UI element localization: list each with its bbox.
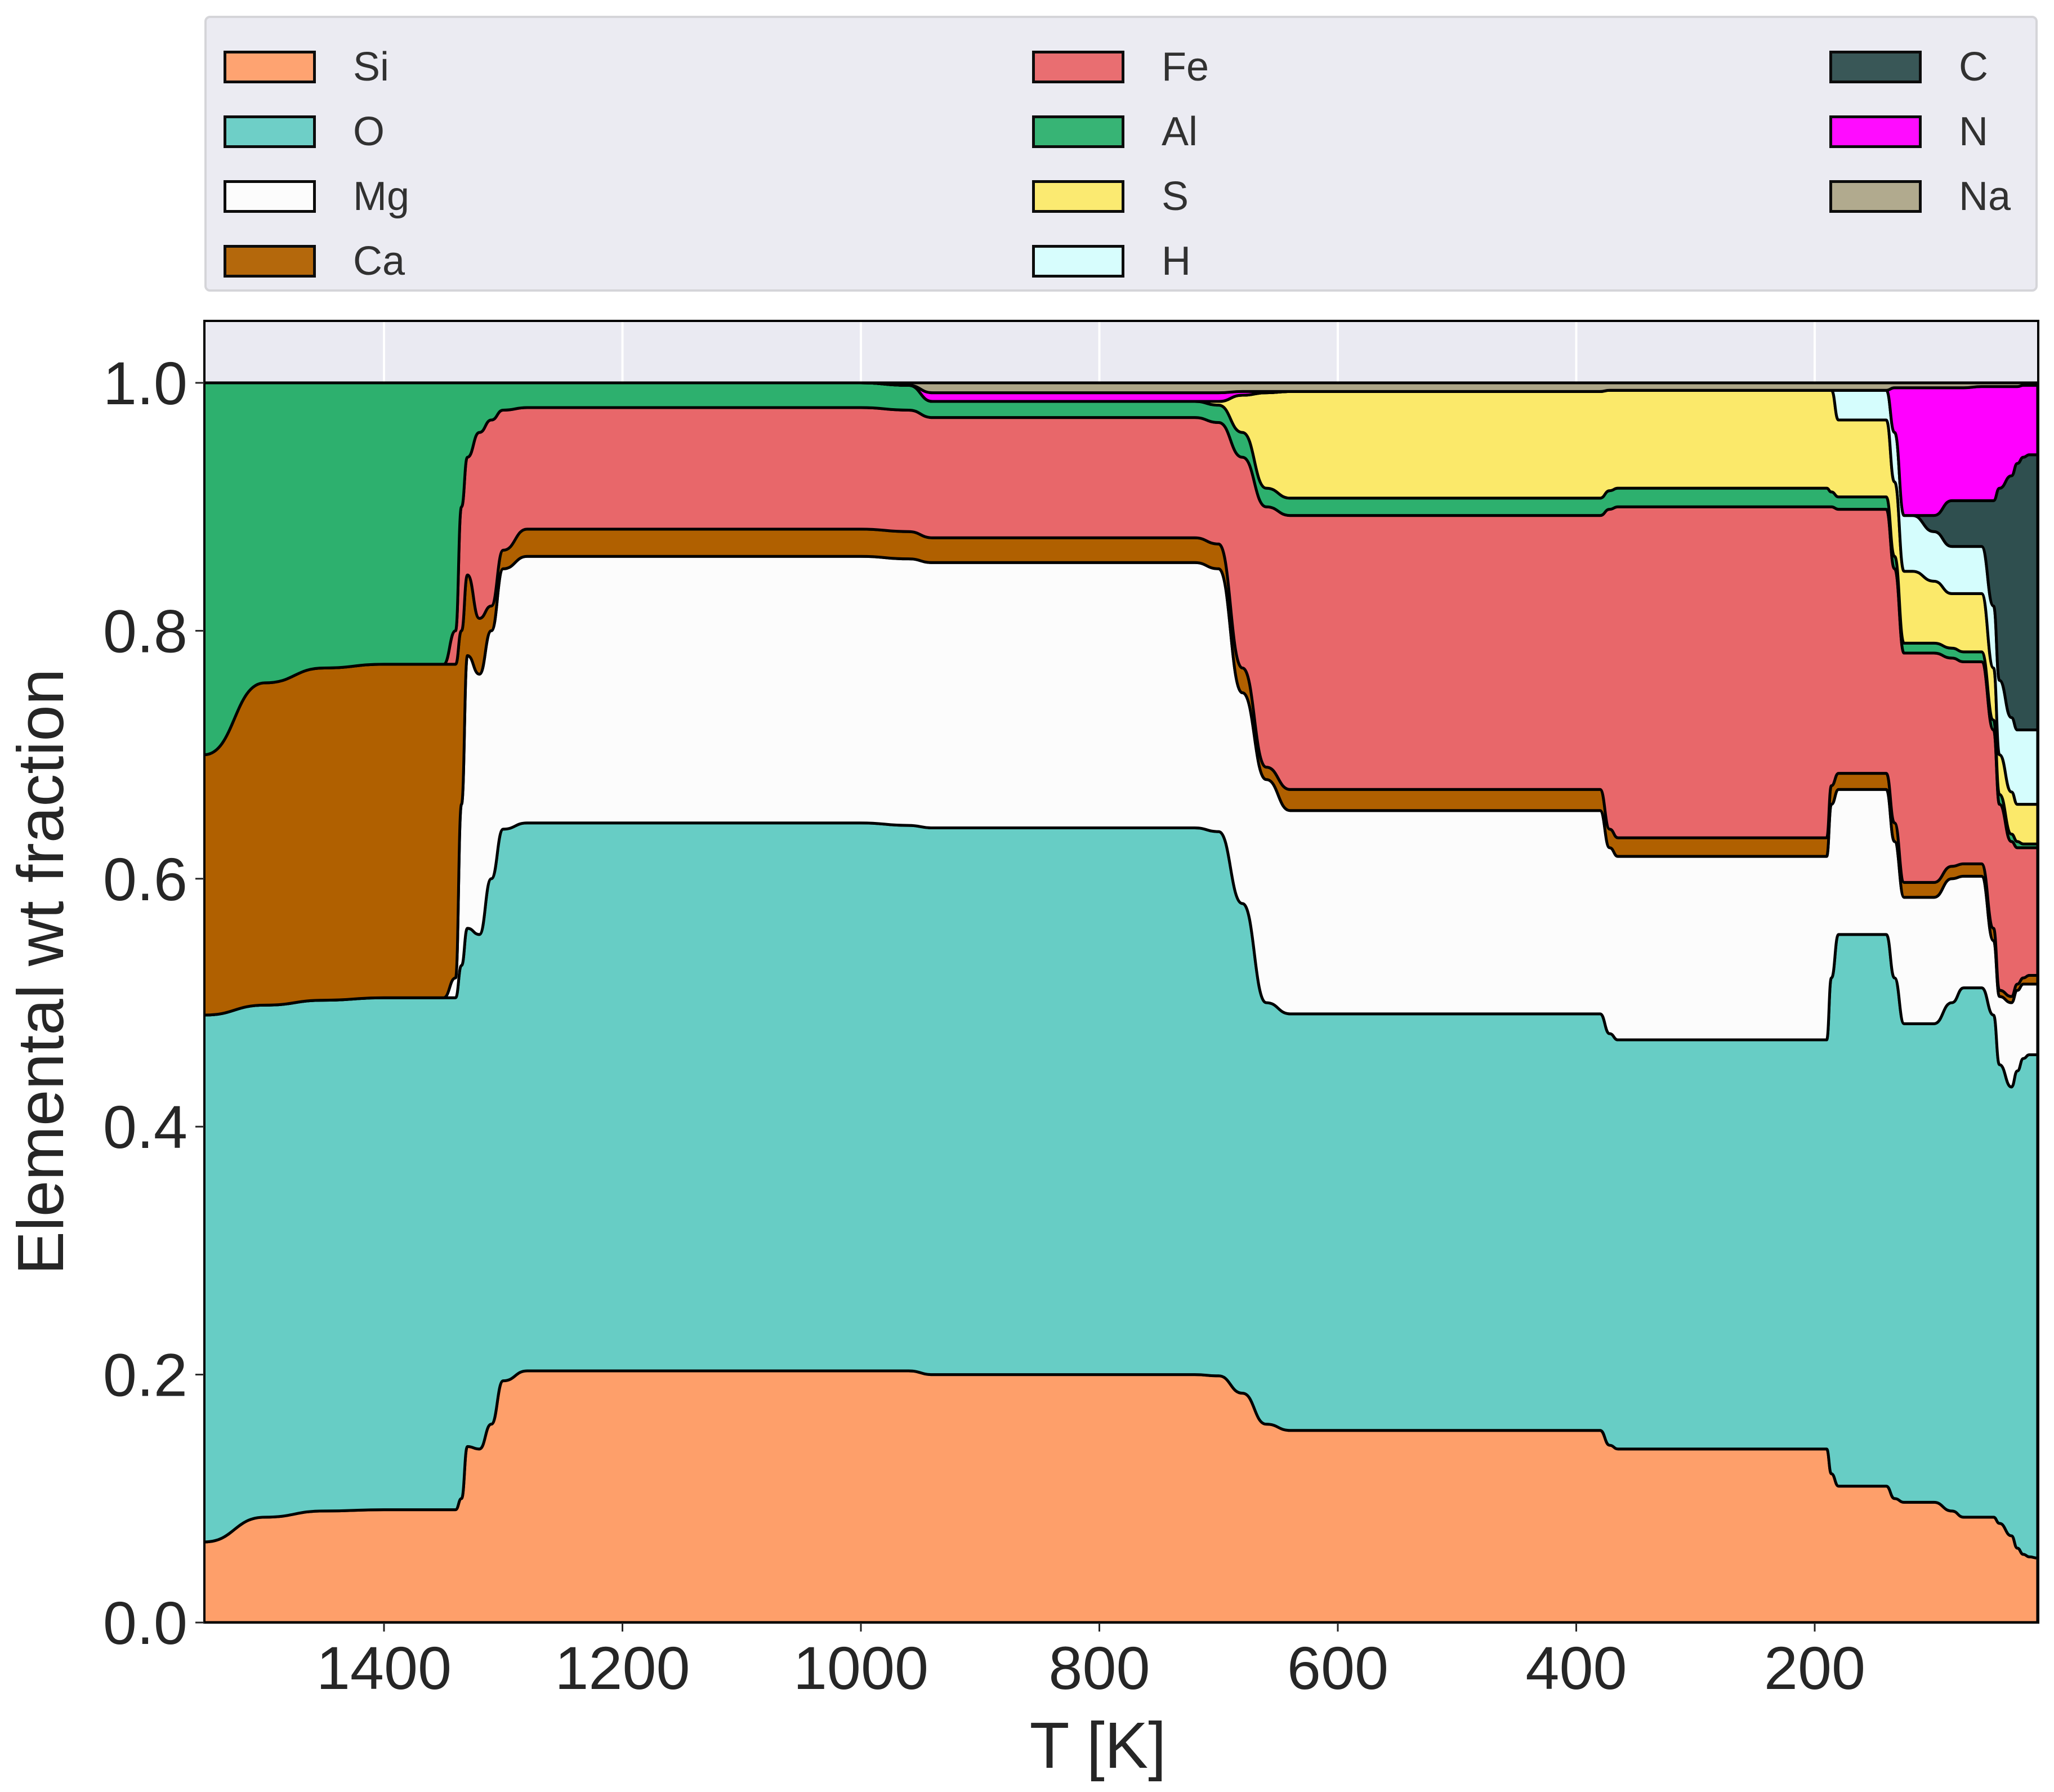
y-tick-label: 0.2	[103, 1341, 187, 1409]
y-axis-label: Elemental wt fraction	[4, 669, 77, 1275]
y-tick-label: 1.0	[103, 349, 187, 417]
x-tick-label: 400	[1525, 1634, 1627, 1702]
x-tick-label: 600	[1287, 1634, 1388, 1702]
legend-label-s: S	[1162, 174, 1189, 219]
legend-item-si: Si	[224, 44, 390, 90]
x-axis-label: T [K]	[1030, 1709, 1167, 1782]
y-tick-label: 0.8	[103, 597, 187, 665]
x-tick-label: 1000	[793, 1634, 928, 1702]
legend-label-c: C	[1959, 44, 1988, 90]
legend-item-o: O	[224, 109, 385, 154]
x-tick-label: 1400	[316, 1634, 452, 1702]
legend-label-mg: Mg	[353, 174, 410, 219]
legend-item-al: Al	[1032, 109, 1198, 154]
legend-swatch-na	[1829, 180, 1922, 213]
x-tick-label: 1200	[555, 1634, 690, 1702]
legend-label-ca: Ca	[353, 239, 405, 284]
legend-swatch-c	[1829, 51, 1922, 83]
x-axis-ticks: 1400 1200 1000 800 600 400 200	[316, 1623, 1865, 1702]
legend-swatch-ca	[224, 245, 316, 278]
legend-swatch-si	[224, 51, 316, 83]
legend-label-si: Si	[353, 44, 390, 90]
legend-item-fe: Fe	[1032, 44, 1209, 90]
legend-swatch-al	[1032, 115, 1124, 148]
legend-label-n: N	[1959, 109, 1988, 154]
legend-item-n: N	[1829, 109, 1988, 154]
x-tick-label: 800	[1048, 1634, 1150, 1702]
legend-label-h: H	[1162, 239, 1191, 284]
legend-swatch-o	[224, 115, 316, 148]
legend-item-ca: Ca	[224, 239, 405, 284]
legend-swatch-s	[1032, 180, 1124, 213]
legend-item-c: C	[1829, 44, 1988, 90]
y-axis-ticks: 0.0 0.2 0.4 0.6 0.8 1.0	[103, 349, 204, 1657]
y-tick-label: 0.4	[103, 1093, 187, 1161]
legend-item-na: Na	[1829, 174, 2011, 219]
legend-swatch-mg	[224, 180, 316, 213]
legend-label-al: Al	[1162, 109, 1198, 154]
stacked-areas	[204, 381, 2038, 1623]
legend-label-na: Na	[1959, 174, 2011, 219]
y-tick-label: 0.0	[103, 1589, 187, 1657]
legend-item-s: S	[1032, 174, 1189, 219]
chart-legend: Si O Mg Ca Fe Al S H C N Na	[204, 16, 2038, 292]
legend-swatch-h	[1032, 245, 1124, 278]
y-tick-label: 0.6	[103, 845, 187, 913]
legend-item-mg: Mg	[224, 174, 409, 219]
legend-swatch-n	[1829, 115, 1922, 148]
legend-item-h: H	[1032, 239, 1191, 284]
plot-frame	[203, 320, 2039, 1624]
legend-label-o: O	[353, 109, 385, 154]
legend-swatch-fe	[1032, 51, 1124, 83]
legend-label-fe: Fe	[1162, 44, 1209, 90]
x-tick-label: 200	[1764, 1634, 1865, 1702]
